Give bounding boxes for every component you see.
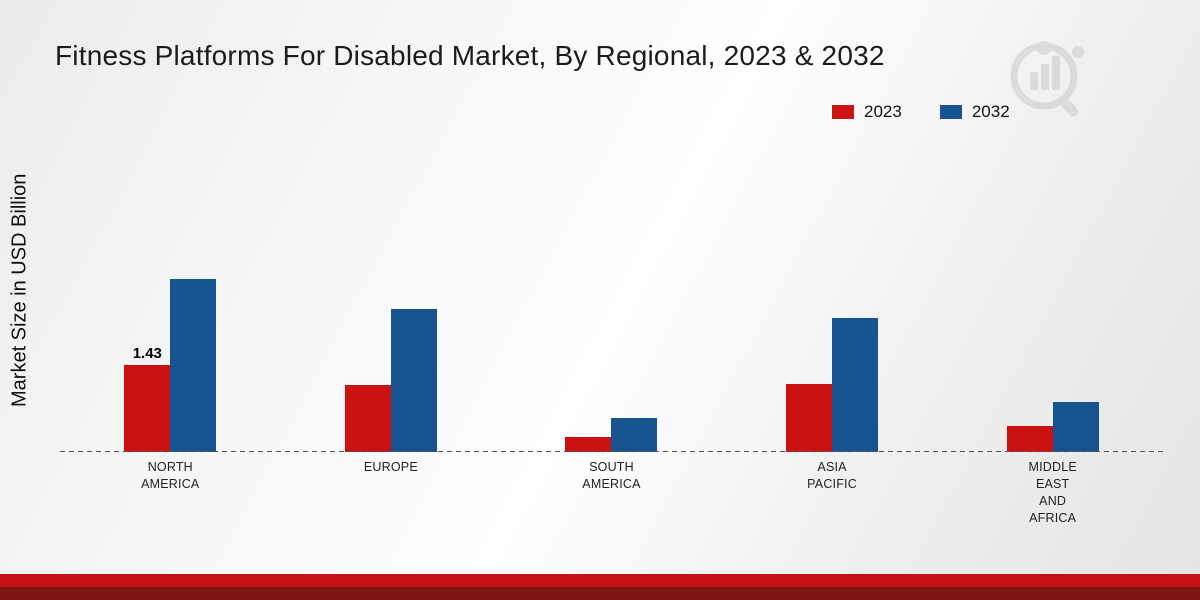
bar-2032 — [1052, 402, 1099, 452]
category-label: NORTH AMERICA — [141, 460, 200, 491]
legend-item-2023: 2023 — [832, 102, 902, 122]
plot-area: 1.43 NORTH AMERICA EUROPE SOUTH AMERICA ASIA PA… — [60, 130, 1163, 525]
bar-value-label: 1.43 — [132, 345, 162, 362]
bar-group: 1.43 NORTH AMERICA — [60, 130, 281, 491]
bar-2023 — [1006, 426, 1053, 452]
watermark-logo — [1000, 36, 1090, 120]
category-label: SOUTH AMERICA — [582, 460, 641, 491]
legend-swatch-2032-icon — [939, 105, 962, 119]
y-axis-label: Market Size in USD Billion — [8, 173, 31, 407]
bar-pair — [786, 318, 879, 452]
bar-pair — [1006, 402, 1099, 452]
category-label: EUROPE — [363, 460, 418, 474]
legend: 2023 2032 — [832, 102, 1010, 122]
category-label: ASIA PACIFIC — [807, 460, 857, 491]
footer-dark-bar — [0, 587, 1200, 600]
footer-accent-bar — [0, 574, 1200, 587]
bar-group: EUROPE — [281, 130, 502, 474]
bar-2023: 1.43 — [124, 345, 171, 452]
bar-group: MIDDLE EAST AND AFRICA — [942, 130, 1163, 525]
bar-pair — [565, 418, 658, 452]
legend-item-2032: 2032 — [939, 102, 1010, 122]
bar-pair — [344, 309, 437, 452]
bar-2023 — [786, 384, 833, 452]
category-label: MIDDLE EAST AND AFRICA — [1028, 460, 1077, 525]
bar-2032 — [170, 279, 217, 452]
legend-label-2032: 2032 — [971, 102, 1010, 121]
bar-2023 — [565, 437, 612, 452]
bar-2032 — [832, 318, 879, 452]
bar-2032 — [611, 418, 658, 452]
bar-chart: 1.43 NORTH AMERICA EUROPE SOUTH AMERICA ASIA PA… — [60, 130, 1163, 525]
bar-group: ASIA PACIFIC — [722, 130, 943, 491]
bar-2023 — [344, 385, 391, 452]
bar-pair: 1.43 — [124, 279, 217, 452]
x-axis-line — [60, 451, 1163, 452]
chart-title: Fitness Platforms For Disabled Market, B… — [55, 40, 885, 71]
legend-label-2023: 2023 — [864, 102, 902, 121]
bar-group: SOUTH AMERICA — [501, 130, 722, 491]
bar-2032 — [390, 309, 437, 452]
legend-swatch-2023-icon — [832, 105, 854, 119]
